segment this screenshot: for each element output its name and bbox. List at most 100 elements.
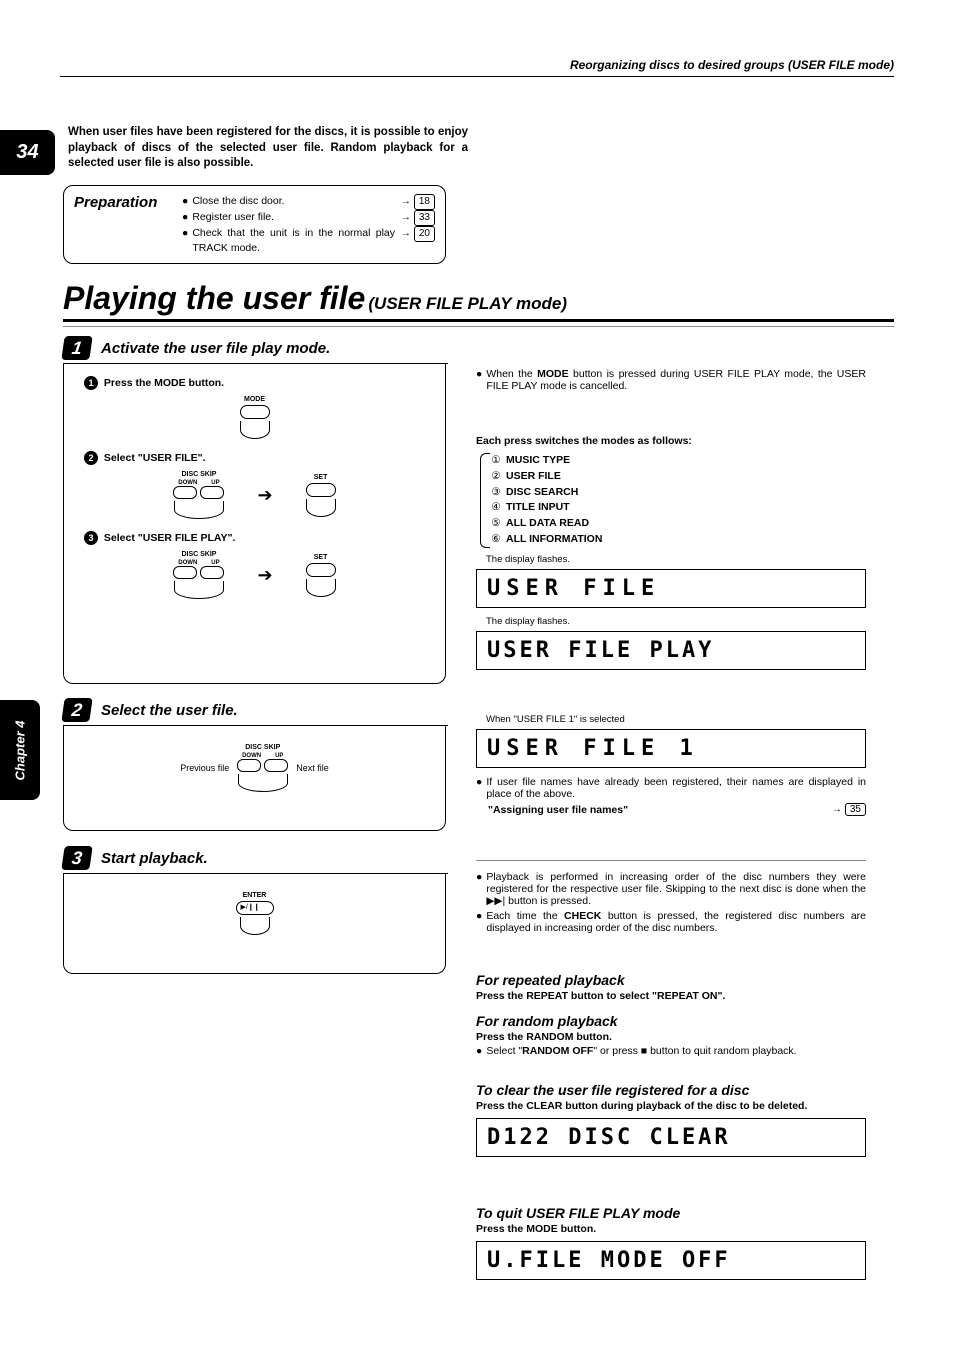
- prev-file-label: Previous file: [180, 763, 229, 773]
- note-mode-cancel: ● When the MODE button is pressed during…: [476, 368, 866, 395]
- button-label: SET: [314, 554, 328, 561]
- page-ref: 18: [414, 194, 435, 210]
- prep-text: Close the disc door.: [192, 194, 395, 210]
- set-button: SET: [306, 554, 336, 597]
- text: If user file names have already been reg…: [486, 776, 866, 800]
- title-underline: [63, 325, 894, 327]
- ref-label: "Assigning user file names": [488, 804, 628, 816]
- page-ref: 20: [414, 226, 435, 242]
- button-diagram: ENTER ▶/❙❙: [84, 892, 425, 935]
- step-number: 2: [61, 698, 92, 722]
- random-section: For random playback Press the RANDOM but…: [476, 1003, 866, 1060]
- step-number: 1: [61, 336, 92, 360]
- page-ref: 33: [414, 210, 435, 226]
- section-heading: For random playback: [476, 1013, 866, 1029]
- lcd-display: USER FILE 1: [476, 729, 866, 768]
- text: Each time the: [486, 910, 564, 922]
- lcd-display: USER FILE: [476, 569, 866, 608]
- bracket-icon: [480, 453, 490, 548]
- mode-item: ③DISC SEARCH: [490, 485, 866, 501]
- modes-title: Each press switches the modes as follows…: [476, 435, 866, 447]
- title-small: (USER FILE PLAY mode): [368, 294, 567, 313]
- button-diagram: Previous file DISC SKIP DOWN UP Next fil…: [84, 744, 425, 792]
- step-title: Start playback.: [101, 850, 208, 867]
- chapter-label: Chapter 4: [13, 720, 28, 780]
- lcd-caption: The display flashes.: [486, 554, 866, 565]
- page-number: 34: [0, 130, 55, 175]
- disc-skip-buttons: DISC SKIP DOWN UP: [237, 744, 288, 792]
- button-diagram: DISC SKIP DOWN UP ➔ SET: [84, 551, 425, 599]
- prep-item: ● Register user file. 33: [182, 210, 435, 226]
- text: Playback is performed in increasing orde…: [486, 871, 866, 907]
- text: When the: [486, 368, 537, 380]
- section-heading: To quit USER FILE PLAY mode: [476, 1205, 866, 1221]
- text-bold: CHECK: [564, 910, 601, 922]
- breadcrumb: Reorganizing discs to desired groups (US…: [570, 58, 894, 72]
- step-box: 1 Press the MODE button. MODE 2 Select "…: [63, 364, 446, 684]
- step-title: Activate the user file play mode.: [101, 340, 330, 357]
- button-label: MODE: [244, 396, 265, 403]
- step-header: 1 Activate the user file play mode.: [63, 336, 448, 364]
- section-sub: Press the REPEAT button to select "REPEA…: [476, 990, 866, 1002]
- preparation-box: Preparation ● Close the disc door. 18 ● …: [63, 185, 446, 264]
- section-heading: For repeated playback: [476, 972, 866, 988]
- mode-item: ⑥ALL INFORMATION: [490, 532, 866, 548]
- step-header: 2 Select the user file.: [63, 698, 448, 726]
- mode-item: ⑤ALL DATA READ: [490, 516, 866, 532]
- preparation-list: ● Close the disc door. 18 ● Register use…: [182, 194, 435, 255]
- set-button: SET: [306, 474, 336, 517]
- selected-file-block: When "USER FILE 1" is selected USER FILE…: [476, 712, 866, 816]
- arrow-icon: ➔: [257, 485, 272, 506]
- substep: 3 Select "USER FILE PLAY".: [84, 531, 425, 545]
- mode-item: ④TITLE INPUT: [490, 500, 866, 516]
- button-label: DISC SKIP: [181, 551, 216, 558]
- next-file-label: Next file: [296, 763, 329, 773]
- button-label: DISC SKIP: [181, 471, 216, 478]
- substep-text: Press the MODE button.: [104, 377, 224, 389]
- section-sub: Press the RANDOM button.: [476, 1031, 866, 1043]
- preparation-title: Preparation: [74, 194, 182, 255]
- clear-section: To clear the user file registered for a …: [476, 1072, 866, 1165]
- step-box: ENTER ▶/❙❙: [63, 874, 446, 974]
- section-sub: Press the MODE button.: [476, 1223, 866, 1235]
- section-sub: Press the CLEAR button during playback o…: [476, 1100, 866, 1112]
- substep-text: Select "USER FILE PLAY".: [104, 532, 236, 544]
- text-bold: RANDOM OFF: [522, 1045, 593, 1057]
- text: " or press ■ button to quit random playb…: [593, 1045, 796, 1057]
- mode-item: ②USER FILE: [490, 469, 866, 485]
- header-bar: Reorganizing discs to desired groups (US…: [60, 58, 894, 77]
- step-box: Previous file DISC SKIP DOWN UP Next fil…: [63, 726, 446, 831]
- substep-num: 2: [84, 451, 98, 465]
- step-title: Select the user file.: [101, 702, 238, 719]
- substep: 1 Press the MODE button.: [84, 376, 425, 390]
- text-bold: MODE: [537, 368, 569, 380]
- quit-section: To quit USER FILE PLAY mode Press the MO…: [476, 1195, 866, 1288]
- step-header: 3 Start playback.: [63, 846, 448, 874]
- page-ref: 35: [845, 803, 866, 816]
- substep: 2 Select "USER FILE".: [84, 451, 425, 465]
- prep-text: Register user file.: [192, 210, 395, 226]
- playback-notes: ● Playback is performed in increasing or…: [476, 850, 866, 937]
- button-diagram: MODE: [84, 396, 425, 439]
- substep-num: 3: [84, 531, 98, 545]
- prep-item: ● Check that the unit is in the normal p…: [182, 226, 435, 255]
- title-big: Playing the user file: [63, 280, 365, 316]
- substep-num: 1: [84, 376, 98, 390]
- section-heading: To clear the user file registered for a …: [476, 1082, 866, 1098]
- lcd-caption: The display flashes.: [486, 616, 866, 627]
- repeat-section: For repeated playback Press the REPEAT b…: [476, 962, 866, 1002]
- lcd-display: USER FILE PLAY: [476, 631, 866, 670]
- modes-block: Each press switches the modes as follows…: [476, 435, 866, 678]
- button-label: DISC SKIP: [245, 744, 280, 751]
- lcd-display: D122 DISC CLEAR: [476, 1118, 866, 1157]
- enter-button: ENTER ▶/❙❙: [236, 892, 274, 935]
- substep-text: Select "USER FILE".: [104, 452, 206, 464]
- text: Select ": [486, 1045, 522, 1057]
- chapter-tab: Chapter 4: [0, 700, 40, 800]
- disc-skip-buttons: DISC SKIP DOWN UP: [173, 471, 224, 519]
- mode-item: ①MUSIC TYPE: [490, 453, 866, 469]
- main-title: Playing the user file (USER FILE PLAY mo…: [63, 280, 894, 322]
- disc-skip-buttons: DISC SKIP DOWN UP: [173, 551, 224, 599]
- lcd-caption: When "USER FILE 1" is selected: [486, 714, 866, 725]
- intro-text: When user files have been registered for…: [68, 125, 468, 172]
